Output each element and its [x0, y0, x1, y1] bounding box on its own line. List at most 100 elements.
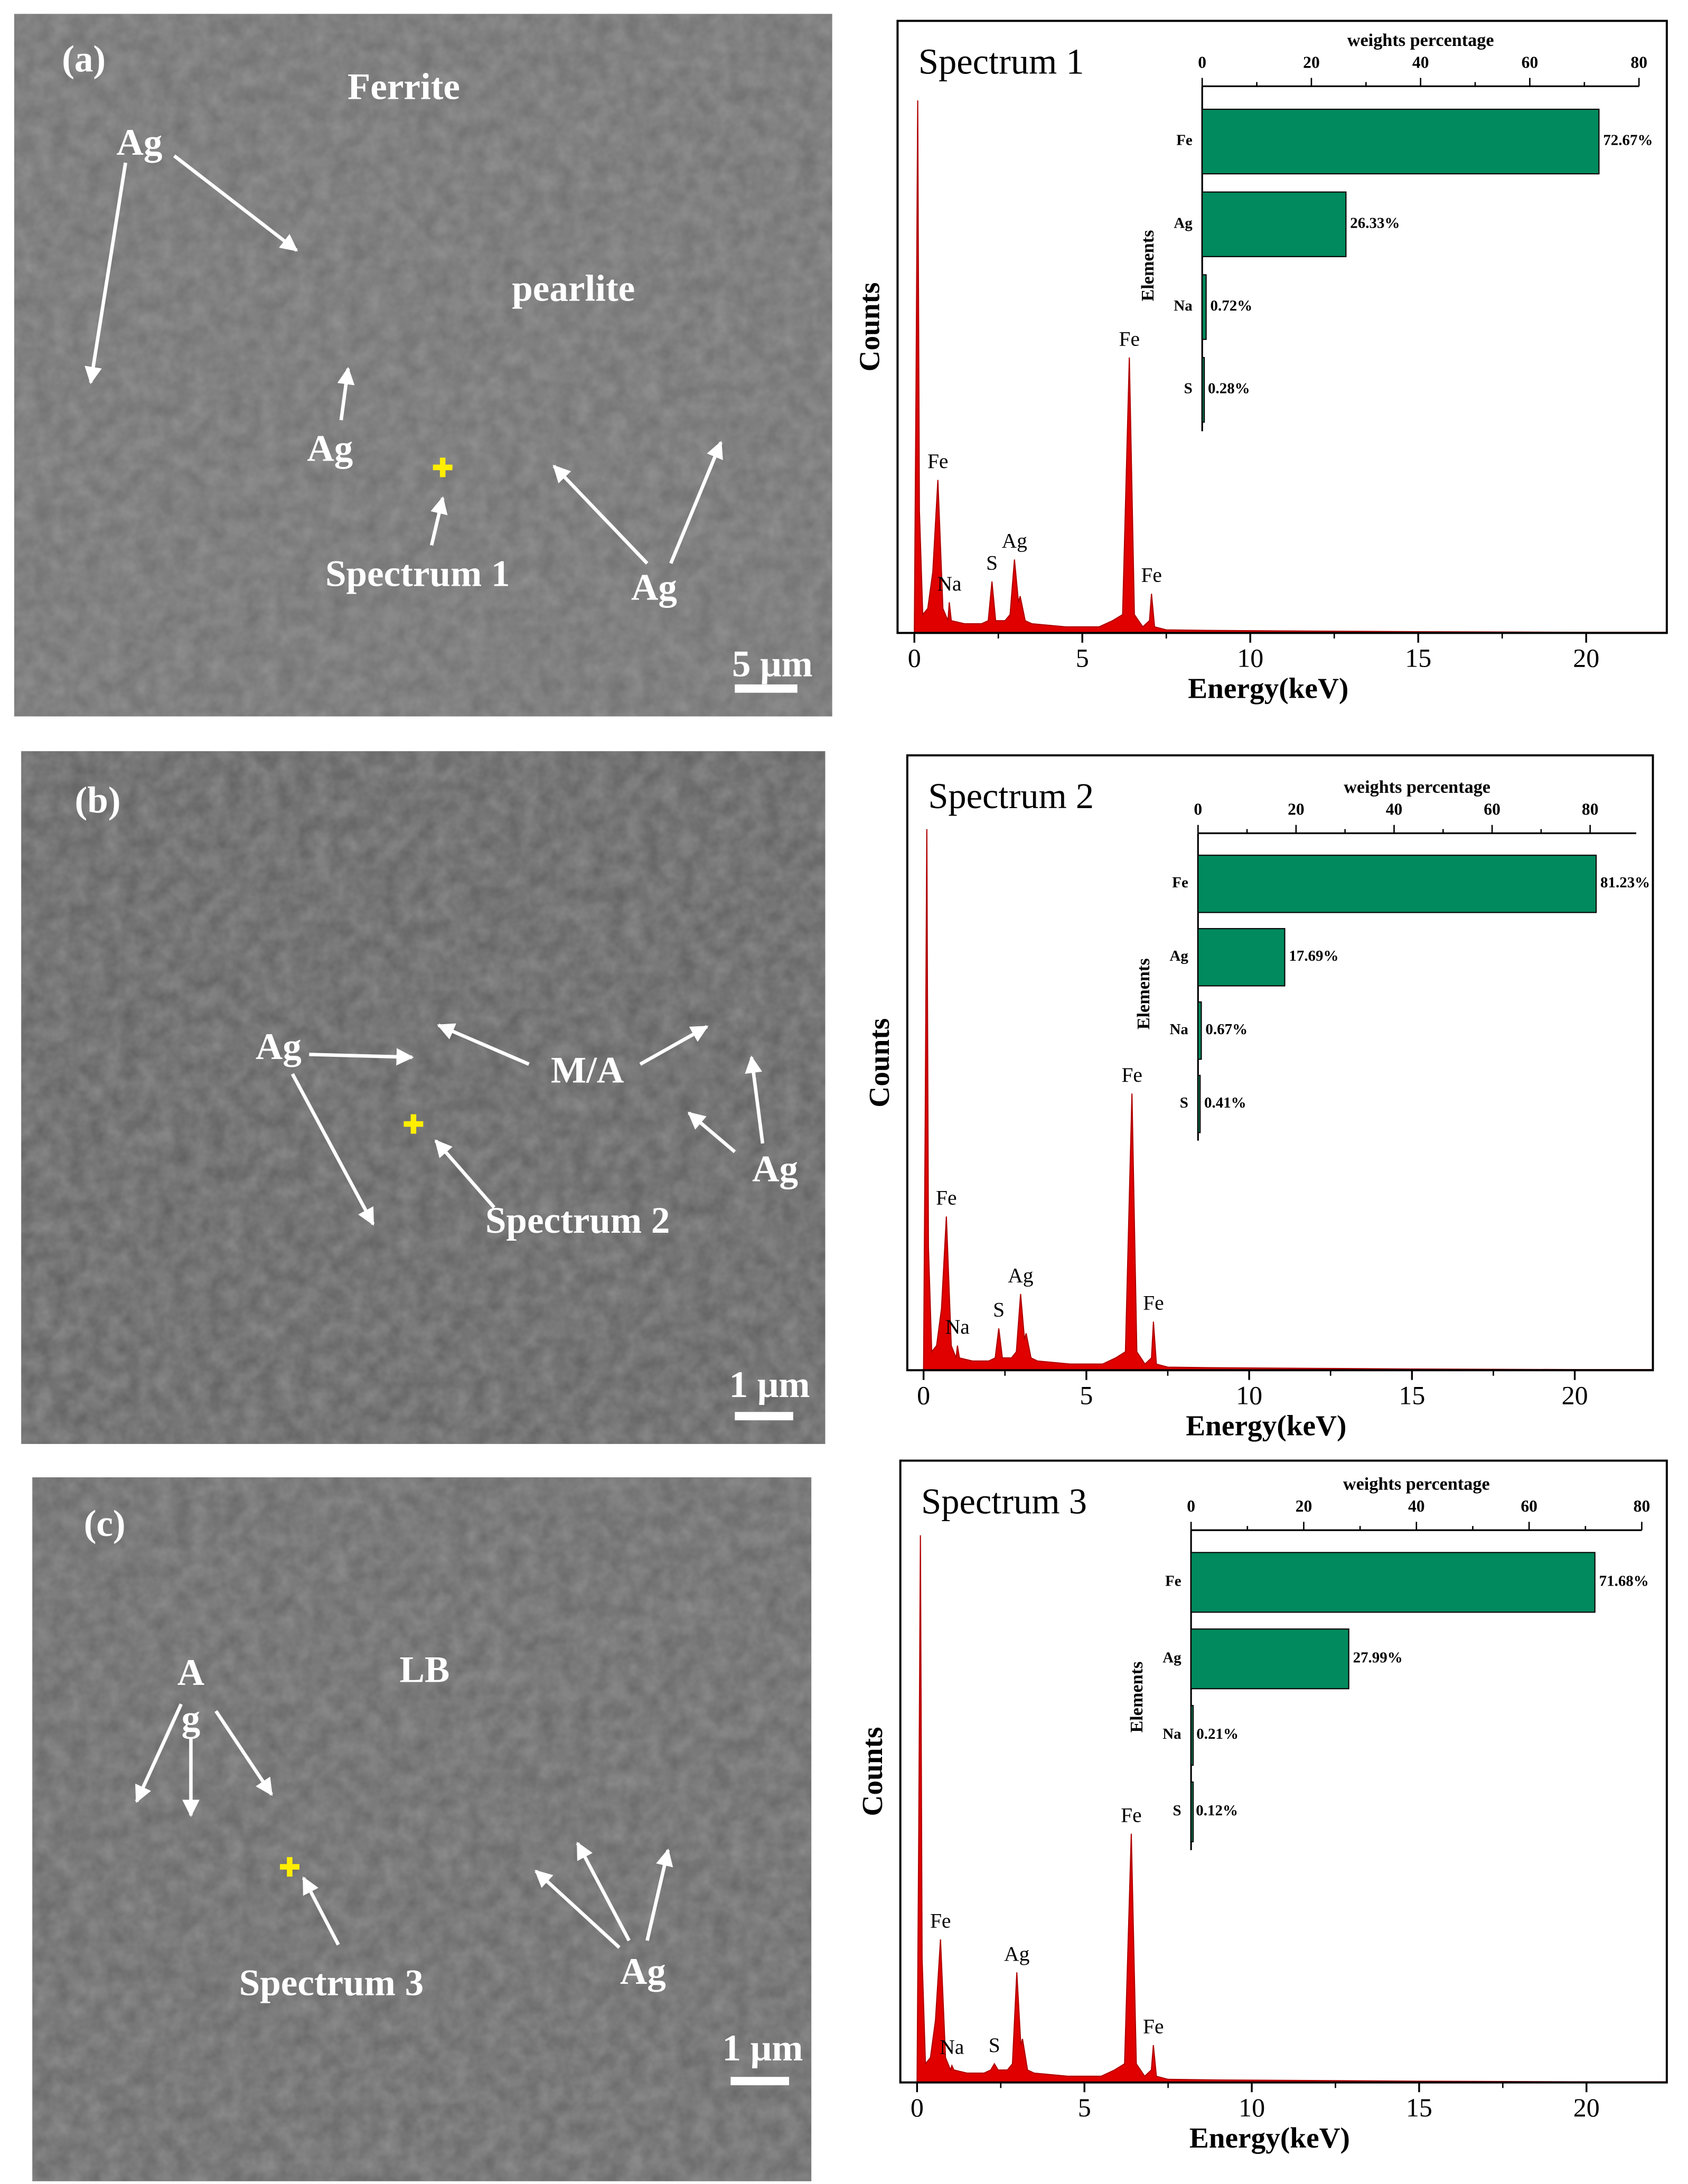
- annotation: Ag: [752, 1149, 798, 1190]
- x-tick-label: 80: [1634, 1497, 1651, 1515]
- peak-label: Fe: [1119, 327, 1139, 350]
- value-label: 81.23%: [1600, 874, 1650, 891]
- panel-label: (a): [62, 39, 106, 80]
- y-axis-label: Elements: [1138, 230, 1158, 302]
- plot-frame: [906, 754, 1654, 1372]
- arrow: [437, 1023, 530, 1066]
- y-tick-label: S: [1184, 380, 1193, 397]
- annotation: A: [177, 1652, 204, 1693]
- arrow: [309, 1048, 414, 1066]
- annotation: Spectrum 2: [485, 1200, 670, 1241]
- x-tick-label: 5: [1080, 1380, 1093, 1410]
- sem-texture: [32, 1477, 812, 2181]
- spectrum-area: [914, 100, 1667, 634]
- x-tick-label: 20: [1303, 53, 1320, 71]
- x-tick-label: 40: [1386, 800, 1403, 819]
- arrow: [173, 154, 298, 252]
- value-label: 0.67%: [1205, 1021, 1248, 1038]
- arrow: [534, 1869, 621, 1949]
- value-label: 0.28%: [1208, 380, 1250, 397]
- bar: [1190, 1781, 1194, 1843]
- peak-label: Na: [945, 1315, 970, 1338]
- value-label: 0.21%: [1196, 1726, 1239, 1742]
- y-tick-label: Fe: [1165, 1573, 1181, 1590]
- y-tick-label: Fe: [1176, 132, 1193, 149]
- x-axis-label: weights percentage: [1344, 777, 1490, 797]
- plot-frame: [896, 20, 1668, 634]
- x-axis-label: weights percentage: [1343, 1474, 1490, 1494]
- arrow: [745, 1055, 765, 1144]
- x-tick-label: 40: [1412, 53, 1429, 71]
- scale-bar: [730, 2077, 789, 2086]
- arrow: [85, 162, 127, 385]
- annotation: Ferrite: [348, 67, 460, 108]
- x-tick-label: 0: [908, 643, 921, 673]
- peak-label: Na: [937, 572, 961, 595]
- plot-frame: [899, 1459, 1668, 2084]
- x-tick-label: 80: [1582, 800, 1599, 819]
- x-tick-label: 60: [1521, 1497, 1537, 1515]
- peak-label: Ag: [1008, 1263, 1033, 1287]
- x-tick-label: 10: [1236, 1380, 1262, 1410]
- x-tick-label: 0: [1198, 53, 1206, 71]
- y-axis-label: Counts: [863, 1018, 895, 1108]
- x-tick-label: 0: [1187, 1497, 1195, 1515]
- arrow: [639, 1025, 709, 1066]
- scale-bar: [735, 684, 798, 693]
- arrow: [645, 1848, 673, 1941]
- peak-label: Fe: [927, 449, 949, 473]
- spectrum-point: [433, 457, 453, 477]
- chart-title: Spectrum 1: [918, 42, 1084, 82]
- y-axis-label: Elements: [1127, 1662, 1147, 1733]
- sem-texture: [21, 751, 826, 1444]
- y-tick-label: Na: [1162, 1726, 1181, 1742]
- x-tick-label: 10: [1237, 643, 1263, 673]
- sem-texture: [14, 14, 832, 717]
- spectrum-point: [404, 1114, 424, 1134]
- value-label: 26.33%: [1350, 214, 1400, 231]
- arrow: [552, 464, 649, 565]
- x-axis-label: Energy(keV): [1189, 2122, 1350, 2154]
- x-tick-label: 15: [1399, 1380, 1425, 1410]
- x-tick-label: 60: [1522, 53, 1539, 71]
- y-tick-label: Na: [1174, 297, 1193, 314]
- peak-label: Fe: [1121, 1063, 1142, 1086]
- y-tick-label: Ag: [1162, 1649, 1181, 1666]
- y-axis-label: Counts: [856, 1727, 888, 1816]
- value-label: 17.69%: [1289, 948, 1338, 964]
- x-tick-label: 60: [1484, 800, 1501, 819]
- arrow: [214, 1710, 273, 1796]
- y-tick-label: Fe: [1172, 874, 1188, 891]
- bar: [1197, 1074, 1201, 1133]
- x-tick-label: 10: [1239, 2093, 1265, 2122]
- annotation: Ag: [631, 567, 677, 608]
- arrow: [669, 440, 723, 564]
- x-axis-label: Energy(keV): [1186, 1410, 1346, 1442]
- peak-label: S: [989, 2033, 1000, 2057]
- bar: [1190, 1705, 1194, 1766]
- value-label: 71.68%: [1599, 1573, 1649, 1590]
- peak-label: Fe: [930, 1909, 951, 1932]
- bar: [1202, 191, 1347, 257]
- spectrum-area: [923, 829, 1654, 1371]
- bar: [1190, 1552, 1596, 1613]
- bar: [1197, 1001, 1202, 1060]
- arrow: [337, 367, 355, 420]
- spectrum-point: [280, 1857, 299, 1877]
- arrow: [434, 1139, 496, 1209]
- scale-bar: [735, 1412, 793, 1421]
- annotation: Ag: [620, 1951, 666, 1992]
- panel-label: (b): [75, 780, 121, 821]
- peak-label: Fe: [1143, 1291, 1164, 1315]
- bar: [1202, 108, 1600, 175]
- y-tick-label: S: [1180, 1094, 1188, 1111]
- annotation: Ag: [256, 1026, 302, 1067]
- peak-label: Ag: [1004, 1942, 1029, 1965]
- x-tick-label: 15: [1406, 2093, 1432, 2122]
- peak-label: Fe: [1141, 564, 1161, 587]
- x-axis-label: weights percentage: [1347, 30, 1494, 50]
- value-label: 27.99%: [1353, 1649, 1403, 1666]
- annotation: LB: [399, 1649, 449, 1691]
- x-tick-label: 5: [1076, 643, 1089, 673]
- bar: [1202, 274, 1207, 340]
